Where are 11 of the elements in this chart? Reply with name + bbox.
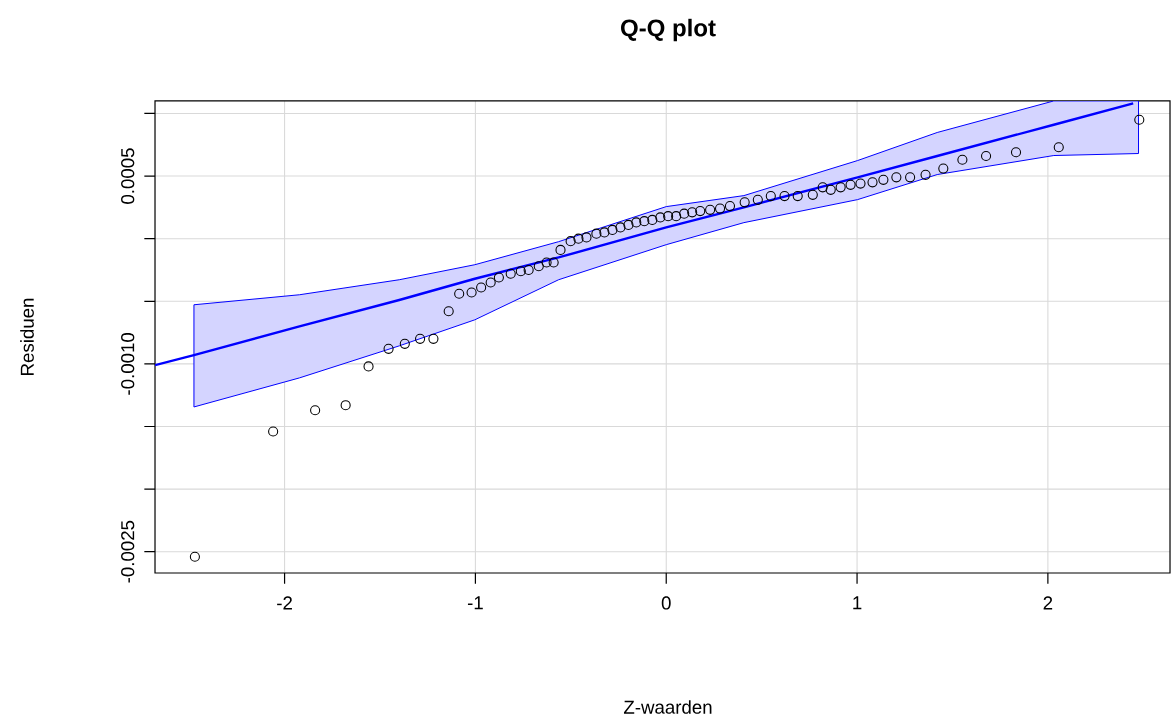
x-tick-label: -2	[277, 596, 292, 610]
x-tick-label: 2	[1043, 596, 1053, 610]
x-axis-title: Z-waarden	[623, 700, 712, 714]
chart-title: Q-Q plot	[621, 18, 716, 42]
y-tick-label: 0.0005	[121, 148, 135, 204]
y-tick-label: -0.0010	[121, 332, 135, 395]
y-axis-title: Residuen	[20, 298, 34, 375]
x-tick-label: 0	[661, 596, 671, 610]
x-tick-label: 1	[853, 596, 862, 610]
x-tick-label: -1	[467, 596, 483, 610]
y-tick-label: -0.0025	[121, 520, 135, 583]
